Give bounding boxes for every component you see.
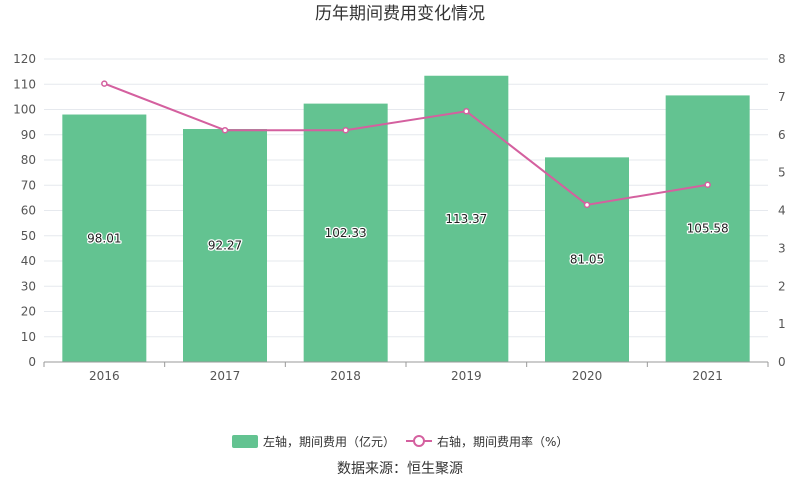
x-tick-label: 2021 [692, 369, 723, 383]
bar [303, 103, 388, 362]
line-point [583, 201, 591, 209]
y-left-tick-label: 60 [21, 204, 36, 218]
legend-item-bar[interactable]: 左轴，期间费用（亿元） [232, 434, 395, 449]
y-right-tick-label: 7 [778, 90, 786, 104]
bar-value-label: 98.01 [87, 231, 121, 245]
legend: 左轴，期间费用（亿元） 右轴，期间费用率（%） [232, 434, 568, 449]
y-right-tick-label: 0 [778, 355, 786, 369]
y-right-tick-label: 2 [778, 279, 786, 293]
y-left-tick-label: 50 [21, 229, 36, 243]
bar-value-label: 105.58 [687, 222, 729, 236]
bar [62, 114, 147, 362]
source-note: 数据来源：恒生聚源 [337, 461, 463, 477]
x-tick-label: 2019 [451, 369, 482, 383]
bar-value-label: 92.27 [208, 239, 242, 253]
legend-item-line[interactable]: 右轴，期间费用率（%） [406, 434, 568, 449]
line-point [221, 126, 229, 134]
line-point [342, 126, 349, 134]
y-left-tick-label: 10 [21, 330, 36, 344]
chart-title: 历年期间费用变化情况 [315, 4, 485, 24]
legend-bar-label: 左轴，期间费用（亿元） [263, 434, 395, 449]
y-left-tick-label: 40 [21, 254, 36, 268]
line-point [704, 181, 711, 188]
y-left-tick-label: 120 [13, 52, 36, 66]
y-right-tick-label: 6 [778, 128, 786, 142]
y-left-tick-label: 100 [13, 103, 36, 117]
y-left-tick-label: 80 [21, 153, 36, 167]
y-right-tick-label: 5 [778, 166, 786, 180]
line-point [101, 80, 108, 87]
line-point [463, 108, 470, 115]
x-tick-label: 2016 [89, 369, 120, 383]
gridlines [44, 58, 768, 338]
y-right-tick-label: 3 [778, 241, 786, 255]
bar [424, 75, 509, 362]
x-tick-label: 2017 [210, 369, 241, 383]
bar [545, 157, 629, 362]
y-left-tick-label: 30 [21, 279, 36, 293]
bar-value-label: 113.37 [445, 212, 487, 226]
legend-bar-swatch [232, 435, 258, 448]
y-left-tick-label: 110 [13, 77, 36, 91]
line-path [103, 82, 708, 206]
x-tick-label: 2020 [572, 369, 603, 383]
y-right-tick-label: 8 [778, 52, 786, 66]
legend-line-marker [413, 435, 425, 447]
bar-value-label: 102.33 [325, 226, 367, 240]
bar [183, 129, 267, 362]
x-tick-label: 2018 [330, 369, 361, 383]
y-left-tick-label: 0 [28, 355, 36, 369]
legend-line-label: 右轴，期间费用率（%） [437, 434, 568, 449]
y-left-tick-label: 90 [21, 128, 36, 142]
bar-series: 98.01 92.27 102.33 113.37 81.05 105.58 [62, 75, 750, 363]
axes: 0 10 20 30 40 50 60 70 80 90 100 110 120 0 1 2 3 4 5 6 7 8 201… [13, 52, 786, 383]
y-left-tick-label: 20 [21, 305, 36, 319]
bar [665, 95, 750, 363]
y-right-tick-label: 4 [778, 204, 786, 218]
y-left-tick-label: 70 [21, 178, 36, 192]
y-right-tick-label: 1 [778, 317, 786, 331]
bar-value-label: 81.05 [570, 253, 604, 267]
line-series [101, 80, 711, 209]
